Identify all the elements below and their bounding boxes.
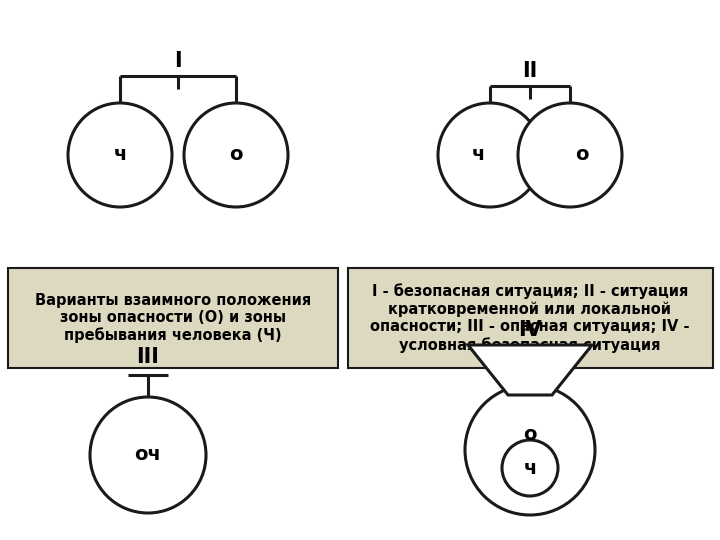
Text: Варианты взаимного положения
зоны опасности (О) и зоны
пребывания человека (Ч): Варианты взаимного положения зоны опасно…: [35, 293, 311, 343]
Text: ч: ч: [472, 145, 485, 165]
Text: о: о: [523, 426, 536, 444]
Circle shape: [184, 103, 288, 207]
Circle shape: [68, 103, 172, 207]
Text: I: I: [174, 51, 182, 71]
FancyBboxPatch shape: [348, 268, 713, 368]
FancyBboxPatch shape: [8, 268, 338, 368]
Circle shape: [465, 385, 595, 515]
Text: о: о: [575, 145, 589, 165]
Text: II: II: [523, 61, 538, 81]
Circle shape: [518, 103, 622, 207]
Text: ч: ч: [113, 145, 127, 165]
Text: I - безопасная ситуация; II - ситуация
кратковременной или локальной
опасности; : I - безопасная ситуация; II - ситуация к…: [370, 284, 690, 353]
Text: о: о: [229, 145, 243, 165]
Text: ч: ч: [523, 458, 536, 477]
Text: оч: оч: [135, 446, 161, 464]
Circle shape: [90, 397, 206, 513]
Text: IV: IV: [518, 320, 542, 340]
Circle shape: [438, 103, 542, 207]
Text: III: III: [137, 347, 159, 367]
Polygon shape: [468, 345, 592, 395]
Circle shape: [502, 440, 558, 496]
